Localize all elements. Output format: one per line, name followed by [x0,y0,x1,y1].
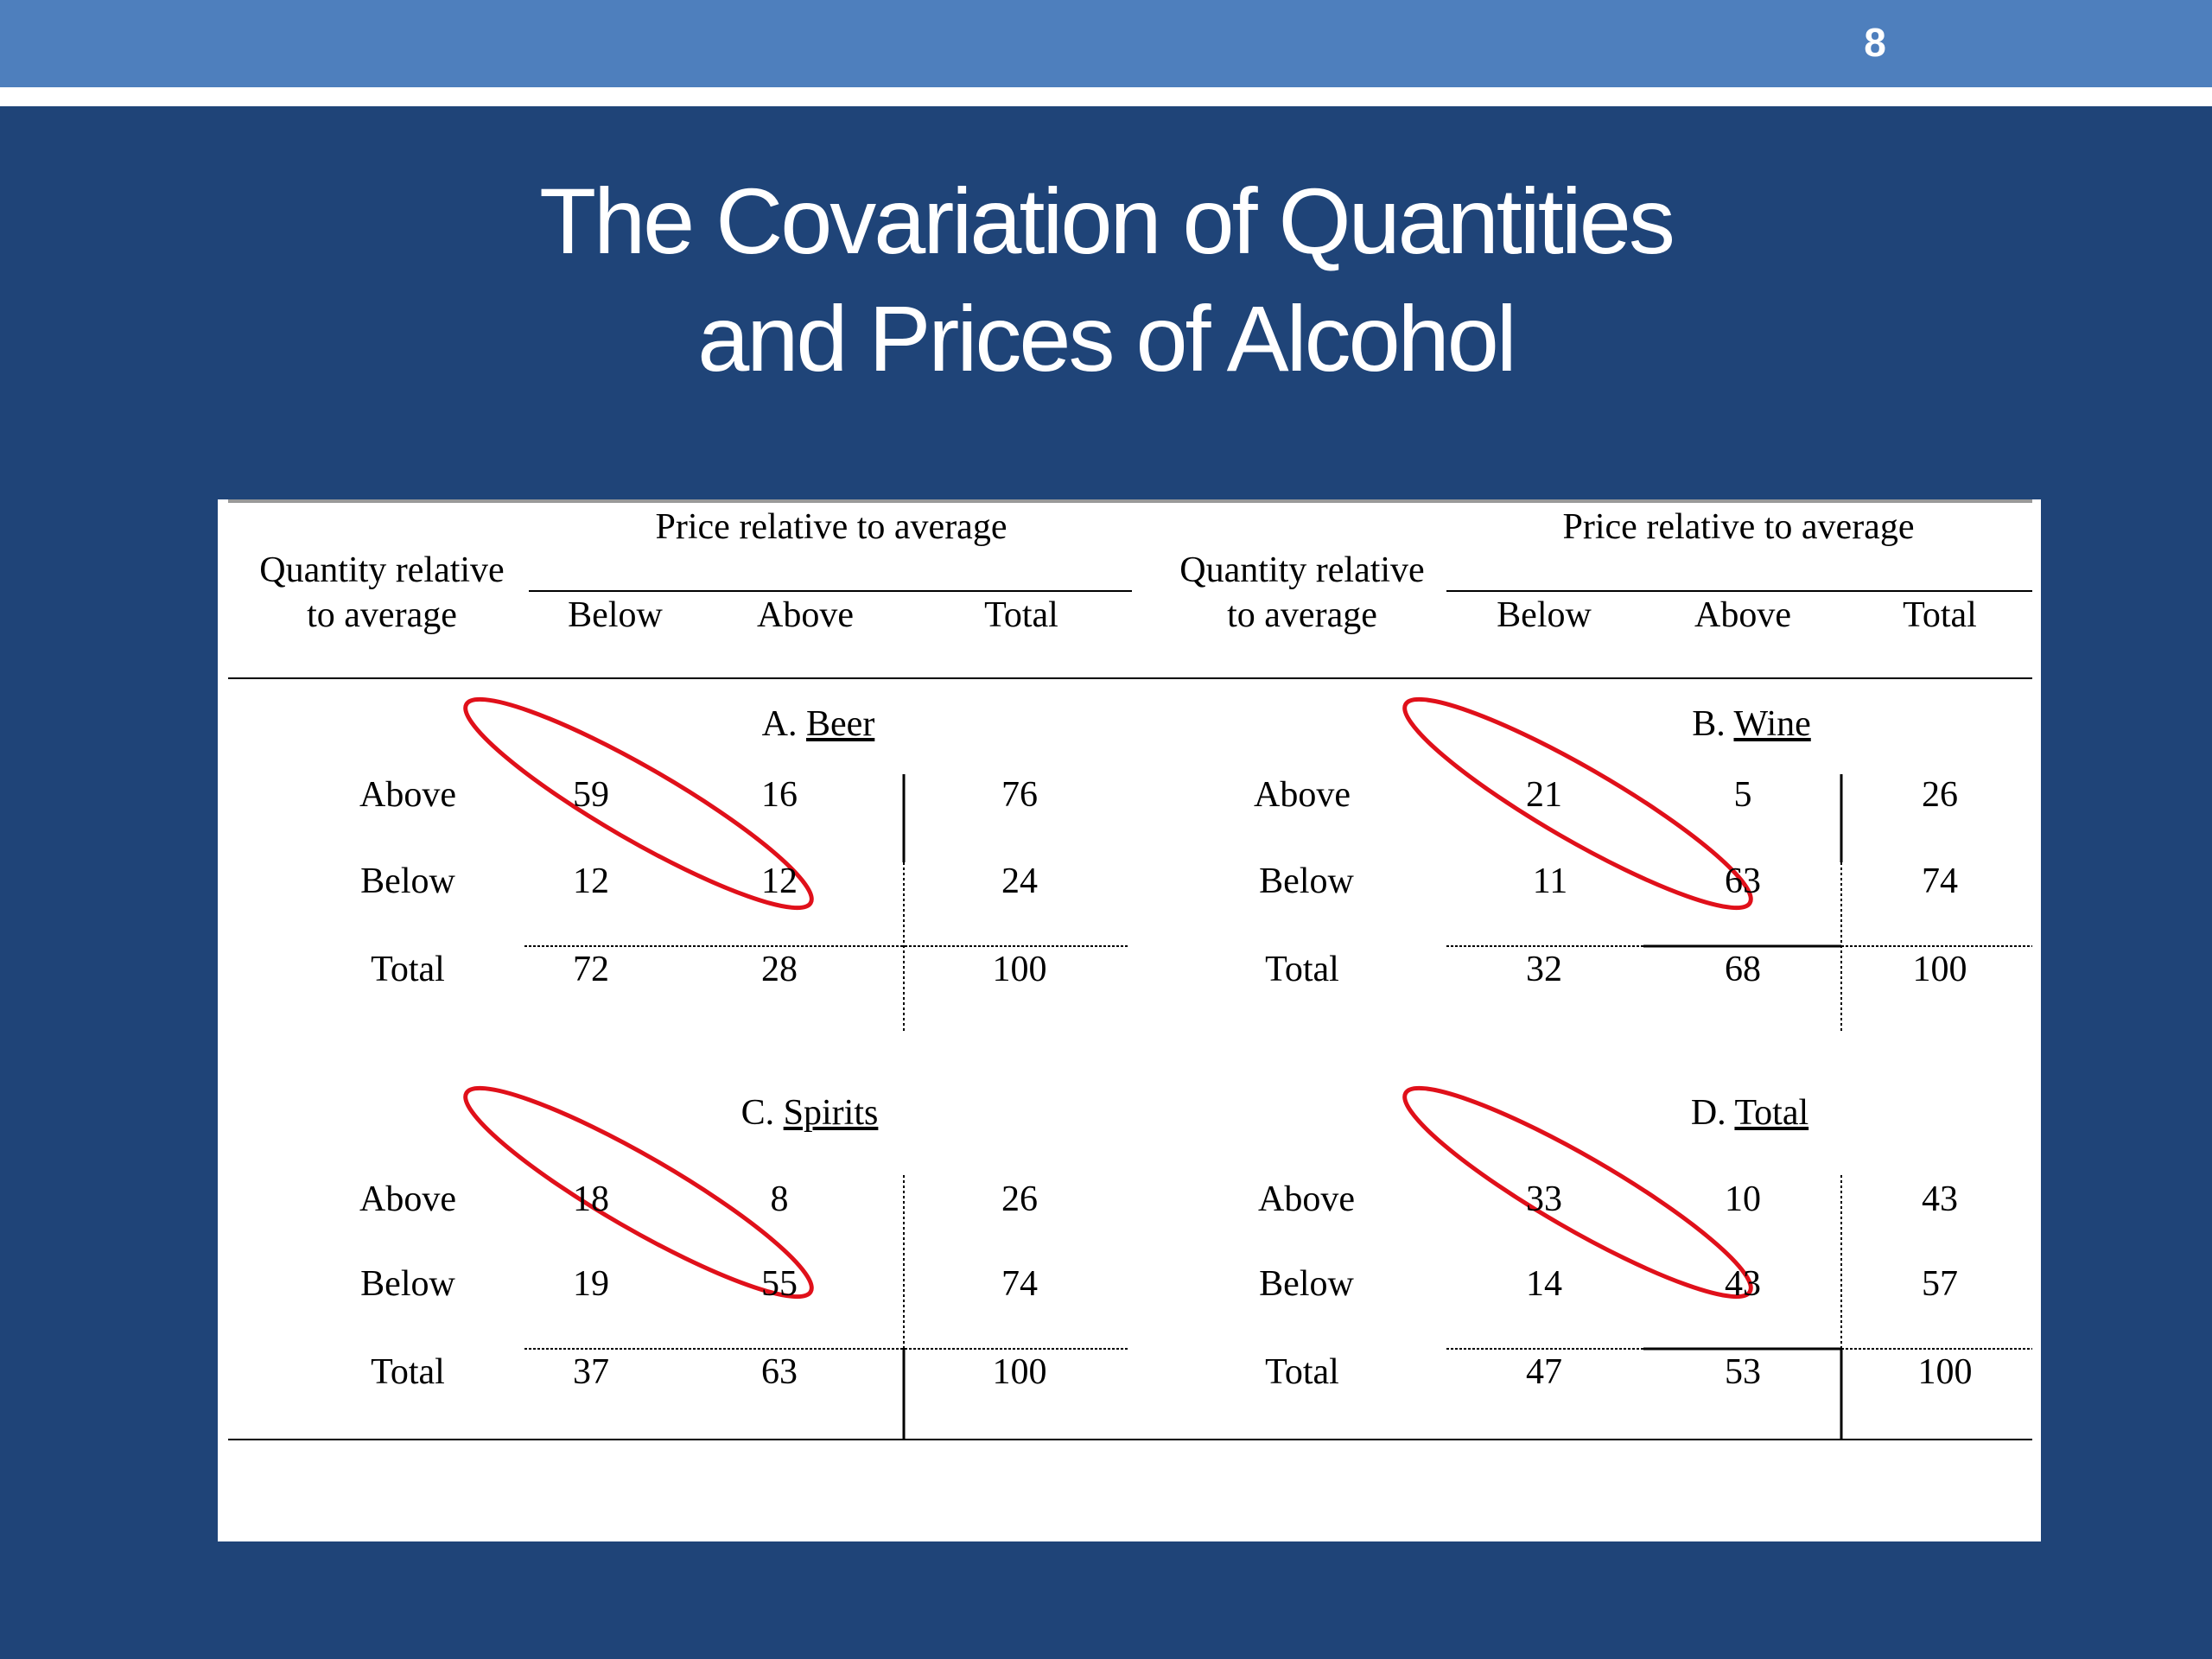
table-cell: 47 [1526,1352,1562,1392]
panel-prefix-beer: A. [761,704,798,744]
beer-diagonal-highlight [463,696,814,911]
table-cell: 37 [573,1352,609,1392]
table-cell: 26 [1001,1179,1038,1219]
row-label-above: Above [1258,1179,1355,1219]
table-cell: 32 [1526,950,1562,989]
table-cell: 100 [1917,1352,1973,1392]
row-label-total: Total [1265,1352,1339,1392]
panel-prefix-wine: B. [1692,704,1726,744]
table-cell: 5 [1733,775,1752,815]
header-above-left: Above [757,595,854,635]
table-cell: 12 [573,861,609,901]
table-cell: 18 [573,1179,609,1219]
row-label-below: Below [360,1264,455,1304]
panel-prefix-total: D. [1690,1093,1726,1133]
table-cell: 68 [1725,950,1761,989]
table-cell: 14 [1526,1264,1562,1304]
header-below-left: Below [568,595,663,635]
table-cell: 43 [1922,1179,1958,1219]
table-cell: 26 [1922,775,1958,815]
table-cell: 11 [1532,861,1568,901]
table-cell: 57 [1922,1264,1958,1304]
table-cell: 100 [1912,950,1967,989]
spirits-diagonal-highlight [463,1085,814,1300]
panel-prefix-spirits: C. [741,1093,775,1133]
panel-name-total: Total [1734,1093,1809,1133]
wine-diagonal-highlight [1402,696,1753,911]
row-label-total: Total [371,1352,445,1392]
table-cell: 24 [1001,861,1038,901]
top-bar [0,0,2212,87]
title-line-2: and Prices of Alcohol [697,286,1517,391]
row-label-total: Total [1265,950,1339,989]
panel-name-wine: Wine [1733,704,1811,744]
header-total-right: Total [1903,595,1977,635]
table-cell: 100 [992,1352,1047,1392]
header-price-left: Price relative to average [655,507,1007,547]
table-cell: 53 [1725,1352,1761,1392]
row-label-below: Below [360,861,455,901]
total-diagonal-highlight [1402,1085,1753,1300]
table-cell: 10 [1725,1179,1761,1219]
top-stripe [0,87,2212,106]
row-label-above: Above [359,1179,456,1219]
slide-title: The Covariation of Quantities and Prices… [259,162,1953,397]
table-cell: 43 [1725,1264,1761,1304]
table-rules [228,499,2032,1440]
table-cell: 55 [761,1264,798,1304]
table-cell: 63 [761,1352,798,1392]
table-cell: 16 [761,775,798,815]
table-cell: 74 [1001,1264,1038,1304]
header-total-left: Total [984,595,1058,635]
table-cell: 19 [573,1264,609,1304]
row-label-below: Below [1259,861,1354,901]
panel-name-spirits: Spirits [783,1093,879,1133]
table-cell: 63 [1725,861,1761,901]
table-cell: 100 [992,950,1047,989]
row-label-above: Above [1254,775,1351,815]
table-cell: 12 [761,861,798,901]
header-quantity-line1-left: Quantity relative [259,550,505,590]
slide-number: 8 [1864,20,1886,65]
table-cell: 28 [761,950,798,989]
header-price-right: Price relative to average [1562,507,1915,547]
header-below-right: Below [1497,595,1592,635]
row-label-below: Below [1259,1264,1354,1304]
panel-name-beer: Beer [806,704,875,744]
table-cell: 72 [573,950,609,989]
data-table-panel: Quantity relative to average Price relat… [218,499,2041,1541]
panel-title-beer: A. Beer [667,703,969,745]
header-quantity-line2-right: to average [1227,595,1377,635]
panel-title-total: D. Total [1599,1092,1901,1134]
header-above-right: Above [1694,595,1791,635]
table-cell: 21 [1526,775,1562,815]
header-quantity-line2-left: to average [307,595,457,635]
table-cell: 76 [1001,775,1038,815]
title-line-1: The Covariation of Quantities [539,168,1675,273]
table-cell: 8 [770,1179,789,1219]
row-label-total: Total [371,950,445,989]
table-cell: 59 [573,775,609,815]
row-label-above: Above [359,775,456,815]
panel-title-spirits: C. Spirits [658,1092,961,1134]
header-quantity-line1-right: Quantity relative [1179,550,1425,590]
panel-title-wine: B. Wine [1600,703,1903,745]
table-cell: 33 [1526,1179,1562,1219]
table-cell: 74 [1922,861,1958,901]
